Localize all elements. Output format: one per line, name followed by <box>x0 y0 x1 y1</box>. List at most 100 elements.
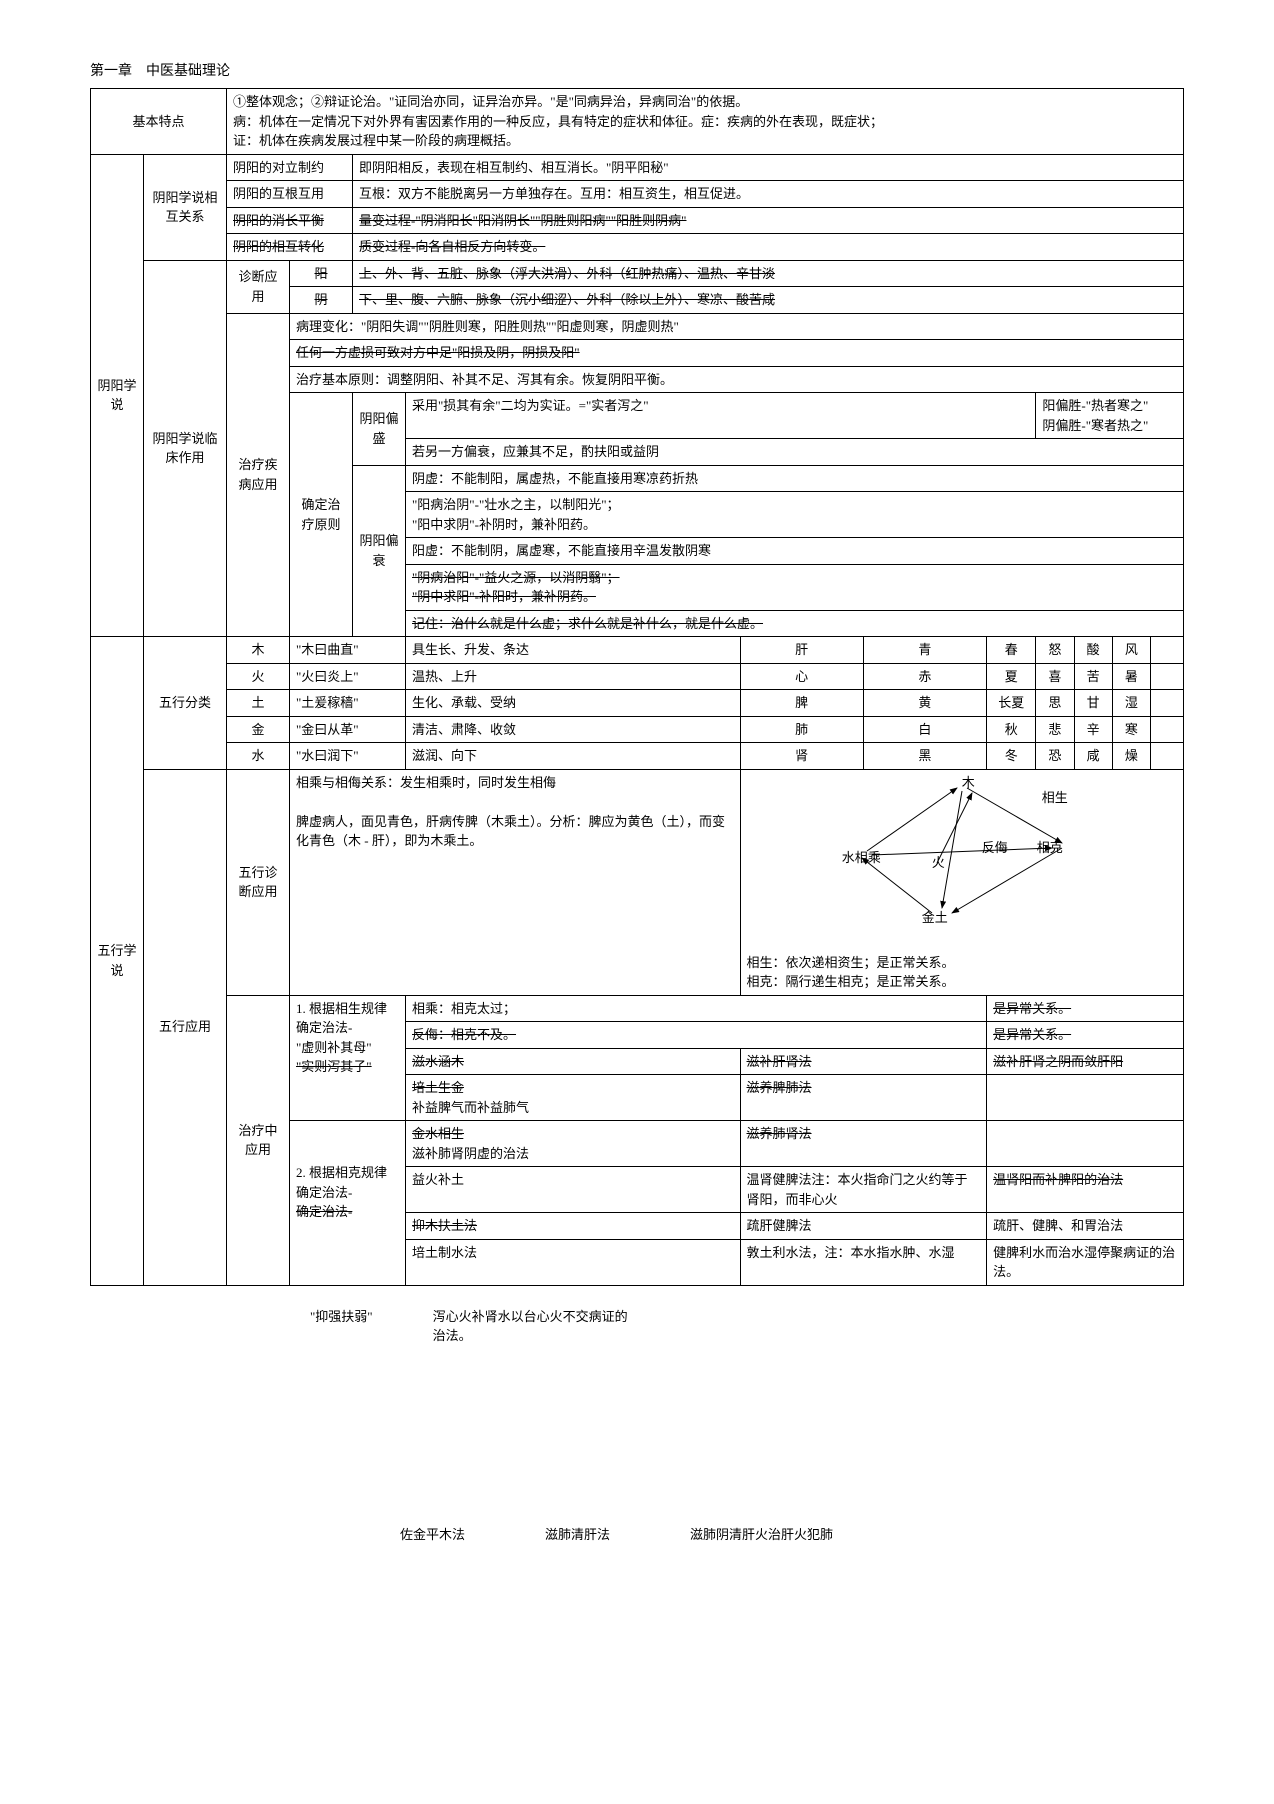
diag-app: 诊断应用 <box>227 260 290 313</box>
r1s1: "虚则补其母" <box>296 1038 399 1058</box>
wx48: 燥 <box>1112 743 1150 770</box>
pad <box>1150 690 1183 717</box>
main-table: 基本特点 ①整体观念；②辩证论治。"证同治亦同，证异治亦异。"是"同病异治，异病… <box>90 88 1184 1286</box>
yinyang-section: 阴阳学说 <box>91 154 144 637</box>
memo: 记住：治什么就是什么虚；求什么就是补什么，就是什么虚。 <box>406 610 1184 637</box>
wx18: 暑 <box>1112 663 1150 690</box>
t3a: 金水相生 滋补肺肾阴虚的治法 <box>406 1121 741 1167</box>
t4a: 益火补土 <box>406 1167 741 1213</box>
t4c: 温肾阳而补脾阳的治法 <box>987 1167 1184 1213</box>
t1b: 滋补肝肾法 <box>740 1048 987 1075</box>
wx13: 心 <box>740 663 863 690</box>
note2: 相克：隔行递生相克；是正常关系。 <box>747 972 1177 992</box>
wx24: 黄 <box>863 690 986 717</box>
t3c <box>987 1121 1184 1167</box>
wx46: 恐 <box>1036 743 1074 770</box>
rel1: 相乘与相侮关系：发生相乘时，同时发生相侮 <box>296 773 734 793</box>
floating-row: "抑强扶弱" 泻心火补肾水以台心火不交病证的治法。 <box>90 1306 1184 1344</box>
diagram-node: 木 <box>962 773 975 793</box>
wx43: 肾 <box>740 743 863 770</box>
r1a: 阴阳的对立制约 <box>227 154 353 181</box>
fb: 滋肺清肝法 <box>545 1524 610 1543</box>
chapter-title: 第一章 中医基础理论 <box>90 60 1184 80</box>
wx14: 赤 <box>863 663 986 690</box>
wx-0-4: 青 <box>863 637 986 664</box>
wx-classify: 五行分类 <box>144 637 227 770</box>
wx10: 火 <box>227 663 290 690</box>
wx37: 辛 <box>1074 716 1112 743</box>
wx17: 苦 <box>1074 663 1112 690</box>
wuxing-section: 五行学说 <box>91 637 144 1286</box>
wx41: "水曰润下" <box>290 743 406 770</box>
wx47: 咸 <box>1074 743 1112 770</box>
sheng3: 若另一方偏衰，应兼其不足，酌扶阳或益阴 <box>406 439 1184 466</box>
wx-0-6: 怒 <box>1036 637 1074 664</box>
basic-l2: 病：机体在一定情况下对外界有害因素作用的一种反应，具有特定的症状和体征。症：疾病… <box>233 112 1177 132</box>
pad <box>1150 637 1183 664</box>
yin: 阴 <box>290 287 353 314</box>
t2c <box>987 1075 1184 1121</box>
shuai: 阴阳偏衰 <box>353 465 406 637</box>
wx-0-2: 具生长、升发、条达 <box>406 637 741 664</box>
wx-0-8: 风 <box>1112 637 1150 664</box>
shuai4: 阳虚：不能制阴，属虚寒，不能直接用辛温发散阴寒 <box>406 538 1184 565</box>
wx25: 长夏 <box>987 690 1036 717</box>
t5a: 抑木扶土法 <box>406 1213 741 1240</box>
rule2sub: "抑强扶弱" <box>310 1306 373 1344</box>
wx30: 金 <box>227 716 290 743</box>
wx21: "土爰稼穑" <box>290 690 406 717</box>
wx-0-5: 春 <box>987 637 1036 664</box>
r2b: 互根：双方不能脱离另一方单独存在。互用：相互资生，相互促进。 <box>353 181 1184 208</box>
basic-l3: 证：机体在疾病发展过程中某一阶段的病理概括。 <box>233 131 1177 151</box>
n3b: 是异常关系。 <box>987 995 1184 1022</box>
wx-0-1: "木曰曲直" <box>290 637 406 664</box>
r1b: 即阴阳相反，表现在相互制约、相互消长。"阴平阳秘" <box>353 154 1184 181</box>
r2a: 阴阳的互根互用 <box>227 181 353 208</box>
yang-txt: 上、外、背、五脏、脉象（浮大洪滑）、外科（红肿热痛）、温热、辛甘淡 <box>353 260 1184 287</box>
n3: 相乘：相克太过； <box>406 995 987 1022</box>
wx45: 冬 <box>987 743 1036 770</box>
footer-row: 佐金平木法 滋肺清肝法 滋肺阴清肝火治肝火犯肺 <box>90 1524 1184 1543</box>
wx-0-0: 木 <box>227 637 290 664</box>
s5: "阴病治阳"-"益火之源，以消阴翳"； <box>412 570 620 585</box>
wuxing-diagram: 木火水相乘金土相生反侮相克 <box>832 773 1092 953</box>
wx38: 寒 <box>1112 716 1150 743</box>
pad <box>1150 663 1183 690</box>
shuai1: 阴虚：不能制阳，属虚热，不能直接用寒凉药折热 <box>406 465 1184 492</box>
wx26: 思 <box>1036 690 1074 717</box>
principle: 治疗基本原则：调整阴阳、补其不足、泻其有余。恢复阴阳平衡。 <box>290 366 1184 393</box>
wx20: 土 <box>227 690 290 717</box>
yy-clinical: 阴阳学说临床作用 <box>144 260 227 637</box>
float-a: 泻心火补肾水以台心火不交病证的治法。 <box>433 1306 633 1344</box>
wx-diagram-cell: 木火水相乘金土相生反侮相克 相生：依次递相资生；是正常关系。 相克：隔行递生相克… <box>740 769 1183 995</box>
wx28: 湿 <box>1112 690 1150 717</box>
change2: 任何一方虚损可致对方中足"阳损及阴，阴损及阳" <box>290 340 1184 367</box>
r4b: 质变过程-向各自相反方向转变。 <box>353 234 1184 261</box>
wx12: 温热、上升 <box>406 663 741 690</box>
yin-txt: 下、里、腹、六腑、脉象（沉小细涩）、外科（除以上外）、寒凉、酸苦咸 <box>353 287 1184 314</box>
diagram-node: 反侮 <box>982 838 1008 858</box>
note1: 相生：依次递相资生；是正常关系。 <box>747 953 1177 973</box>
wx31: "金曰从革" <box>290 716 406 743</box>
fc: 滋肺阴清肝火治肝火犯肺 <box>690 1524 833 1543</box>
n3a: 相乘：相克太过； <box>412 1001 516 1016</box>
wx-diag: 五行诊断应用 <box>227 769 290 995</box>
t5b: 疏肝健脾法 <box>740 1213 987 1240</box>
t6a: 培土制水法 <box>406 1239 741 1285</box>
yang: 阳 <box>290 260 353 287</box>
pad <box>1150 743 1183 770</box>
sheng2: 阳偏胜-"热者寒之" 阴偏胜-"寒者热之" <box>1036 393 1184 439</box>
wx15: 夏 <box>987 663 1036 690</box>
r1t: 1. 根据相生规律确定治法- <box>296 999 399 1038</box>
s3: "阳中求阴"-补阴时，兼补阳药。 <box>412 517 596 532</box>
wx34: 白 <box>863 716 986 743</box>
t1a: 滋水涵木 <box>406 1048 741 1075</box>
wx-0-7: 酸 <box>1074 637 1112 664</box>
wx33: 肺 <box>740 716 863 743</box>
wx22: 生化、承载、受纳 <box>406 690 741 717</box>
t4b: 温肾健脾法注：本火指命门之火约等于肾阳，而非心火 <box>740 1167 987 1213</box>
rule1: 1. 根据相生规律确定治法- "虚则补其母" "实则泻其子" <box>290 995 406 1121</box>
basic-content: ①整体观念；②辩证论治。"证同治亦同，证异治亦异。"是"同病异治，异病同治"的依… <box>227 89 1184 155</box>
sheng: 阴阳偏盛 <box>353 393 406 466</box>
t6b: 敦土利水法，注：本水指水肿、水湿 <box>740 1239 987 1285</box>
